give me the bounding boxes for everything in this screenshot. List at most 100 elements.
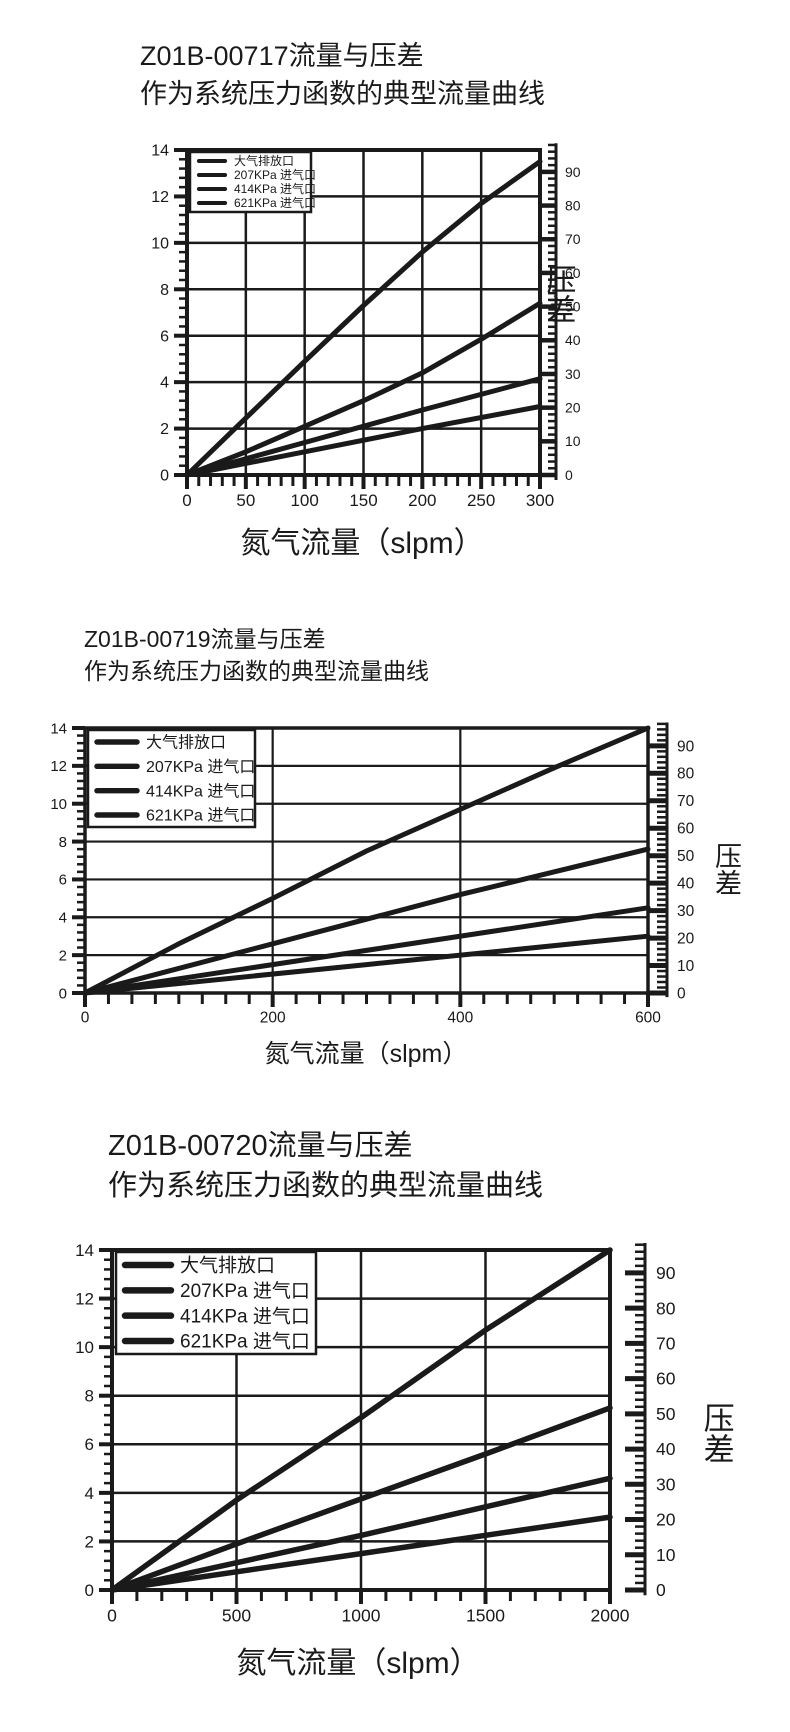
legend-label-2: 414KPa 进气口 bbox=[146, 782, 255, 800]
svg-text:8: 8 bbox=[59, 834, 67, 851]
svg-text:10: 10 bbox=[75, 1338, 94, 1357]
legend-label-2: 414KPa 进气口 bbox=[180, 1305, 310, 1327]
chart2-right-axis-title: 压差 bbox=[711, 842, 742, 896]
chart2-x-axis-title: 氮气流量（slpm） bbox=[264, 1040, 468, 1068]
svg-text:70: 70 bbox=[677, 793, 695, 810]
left-axis: 0 2 4 6 8 10 12 14 bbox=[50, 720, 85, 1002]
svg-text:200: 200 bbox=[260, 1010, 286, 1027]
svg-text:80: 80 bbox=[677, 766, 695, 783]
svg-text:80: 80 bbox=[656, 1298, 676, 1318]
series-line-0 bbox=[109, 1247, 613, 1593]
chart1-title: Z01B-00717流量与压差 bbox=[140, 41, 424, 71]
svg-text:20: 20 bbox=[656, 1510, 676, 1530]
svg-text:10: 10 bbox=[677, 958, 695, 975]
legend-label-1: 207KPa 进气口 bbox=[180, 1280, 310, 1302]
svg-text:8: 8 bbox=[160, 282, 169, 299]
series-line-0 bbox=[82, 725, 651, 996]
svg-text:50: 50 bbox=[236, 491, 255, 510]
series-line-1 bbox=[184, 300, 543, 478]
legend-label-3: 621KPa 进气口 bbox=[146, 807, 255, 825]
svg-text:0: 0 bbox=[85, 1581, 94, 1600]
svg-text:40: 40 bbox=[677, 876, 695, 893]
legend-label-0: 大气排放口 bbox=[180, 1255, 275, 1277]
series-lines bbox=[109, 1247, 613, 1593]
svg-text:20: 20 bbox=[677, 931, 695, 948]
svg-text:80: 80 bbox=[565, 197, 581, 213]
svg-text:14: 14 bbox=[151, 143, 169, 160]
svg-text:2: 2 bbox=[59, 947, 67, 964]
svg-text:4: 4 bbox=[59, 910, 67, 927]
svg-text:6: 6 bbox=[85, 1435, 94, 1454]
svg-text:0: 0 bbox=[182, 491, 191, 510]
svg-text:30: 30 bbox=[677, 903, 695, 920]
bottom-axis: 0 50 100 150 200 250 300 bbox=[182, 475, 554, 510]
legend: 大气排放口 207KPa 进气口 414KPa 进气口 621KPa 进气口 bbox=[114, 1250, 318, 1356]
right-ruler: 0 10 20 30 40 50 60 70 80 90 bbox=[647, 722, 695, 1002]
svg-text:250: 250 bbox=[467, 491, 495, 510]
svg-text:500: 500 bbox=[222, 1606, 251, 1626]
svg-text:70: 70 bbox=[656, 1333, 676, 1353]
svg-text:70: 70 bbox=[565, 231, 581, 247]
svg-text:14: 14 bbox=[50, 720, 67, 737]
svg-text:4: 4 bbox=[160, 375, 169, 392]
legend-label-3: 621KPa 进气口 bbox=[180, 1331, 310, 1353]
svg-text:10: 10 bbox=[151, 235, 169, 252]
svg-text:600: 600 bbox=[635, 1010, 661, 1027]
svg-text:60: 60 bbox=[656, 1369, 676, 1389]
svg-text:40: 40 bbox=[565, 332, 581, 348]
chart1-x-axis-title: 氮气流量（slpm） bbox=[240, 527, 484, 560]
svg-text:8: 8 bbox=[85, 1387, 94, 1406]
svg-text:10: 10 bbox=[565, 433, 581, 449]
svg-text:100: 100 bbox=[290, 491, 318, 510]
series-line-2 bbox=[109, 1475, 613, 1593]
series-line-3 bbox=[82, 933, 651, 996]
left-axis: 0 2 4 6 8 10 12 14 bbox=[75, 1241, 112, 1600]
svg-text:2: 2 bbox=[160, 421, 169, 438]
svg-text:60: 60 bbox=[677, 821, 695, 838]
svg-text:50: 50 bbox=[656, 1404, 676, 1424]
series-line-3 bbox=[184, 404, 543, 478]
chart3-subtitle: 作为系统压力函数的典型流量曲线 bbox=[108, 1170, 544, 1202]
chart3-right-axis-title: 压差 bbox=[698, 1402, 734, 1464]
svg-text:50: 50 bbox=[677, 848, 695, 865]
legend-label-1: 207KPa 进气口 bbox=[146, 758, 255, 776]
svg-text:0: 0 bbox=[565, 467, 573, 483]
bottom-axis: 0 500 1000 1500 2000 bbox=[107, 1590, 630, 1626]
svg-text:0: 0 bbox=[677, 985, 686, 1002]
series-line-2 bbox=[82, 905, 651, 996]
svg-text:90: 90 bbox=[565, 164, 581, 180]
series-line-2 bbox=[184, 376, 543, 478]
svg-text:200: 200 bbox=[408, 491, 436, 510]
svg-text:0: 0 bbox=[656, 1580, 666, 1600]
right-ruler: 0 10 20 30 40 50 60 70 80 90 bbox=[540, 143, 581, 483]
svg-text:1000: 1000 bbox=[342, 1606, 381, 1626]
svg-text:12: 12 bbox=[75, 1290, 94, 1309]
svg-text:20: 20 bbox=[565, 400, 581, 416]
legend-label-0: 大气排放口 bbox=[146, 734, 226, 752]
svg-text:2000: 2000 bbox=[591, 1606, 630, 1626]
svg-text:400: 400 bbox=[447, 1010, 473, 1027]
chart2-subtitle: 作为系统压力函数的典型流量曲线 bbox=[84, 658, 429, 684]
chart3-title: Z01B-00720流量与压差 bbox=[108, 1130, 413, 1162]
chart1-right-axis-title: 压差 bbox=[541, 264, 575, 324]
svg-text:30: 30 bbox=[565, 366, 581, 382]
series-lines bbox=[184, 159, 543, 478]
legend-label-1: 207KPa 进气口 bbox=[234, 167, 316, 182]
svg-text:6: 6 bbox=[59, 872, 67, 889]
left-axis: 0 2 4 6 8 10 12 14 bbox=[151, 143, 187, 485]
svg-text:4: 4 bbox=[85, 1484, 94, 1503]
svg-text:90: 90 bbox=[656, 1263, 676, 1283]
legend-label-0: 大气排放口 bbox=[234, 153, 294, 168]
series-line-1 bbox=[82, 846, 651, 996]
svg-text:12: 12 bbox=[50, 758, 67, 775]
svg-text:1500: 1500 bbox=[466, 1606, 505, 1626]
svg-text:6: 6 bbox=[160, 328, 169, 345]
svg-text:60: 60 bbox=[565, 265, 581, 281]
svg-text:40: 40 bbox=[656, 1439, 676, 1459]
series-line-3 bbox=[109, 1514, 613, 1593]
